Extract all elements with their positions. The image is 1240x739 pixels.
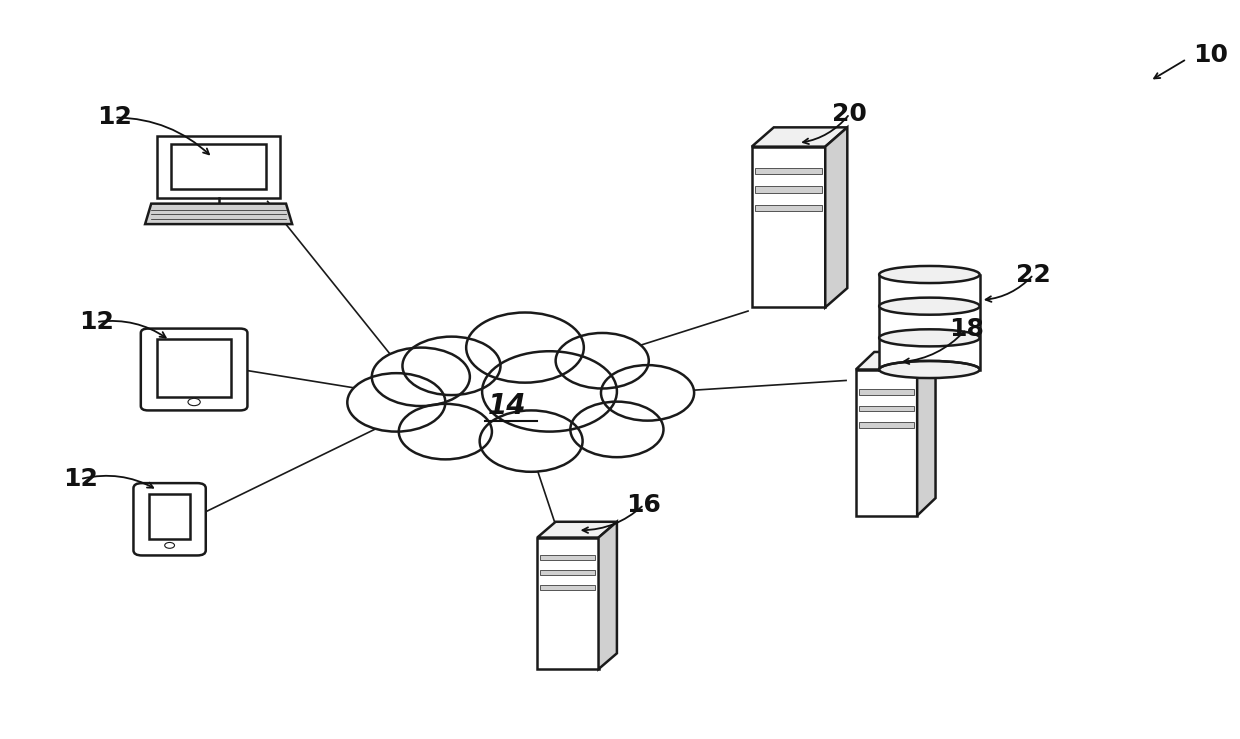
Bar [859,422,914,428]
Polygon shape [751,127,847,146]
Bar [879,306,980,338]
Text: 16: 16 [626,493,661,517]
Text: 18: 18 [949,317,983,341]
Bar [157,136,280,198]
Ellipse shape [879,361,980,378]
Bar [755,205,822,211]
Bar [171,144,267,189]
Circle shape [556,333,649,389]
Circle shape [347,373,445,432]
Bar [879,338,980,370]
FancyBboxPatch shape [134,483,206,556]
Circle shape [399,403,492,460]
Circle shape [466,313,584,383]
Circle shape [482,351,618,432]
Circle shape [601,365,694,420]
Polygon shape [918,352,935,516]
Text: 22: 22 [1017,262,1052,287]
Ellipse shape [879,298,980,315]
Polygon shape [537,522,618,537]
Bar [541,585,595,590]
Polygon shape [856,352,935,370]
Circle shape [372,347,470,406]
Bar [157,338,231,398]
Polygon shape [599,522,618,669]
FancyBboxPatch shape [141,329,248,410]
Bar [859,389,914,395]
Text: 20: 20 [832,102,867,126]
Circle shape [570,402,663,457]
Bar [856,370,918,516]
Bar [537,537,599,669]
Text: 14: 14 [487,392,526,420]
Text: 12: 12 [78,310,114,334]
Circle shape [188,398,200,406]
Bar [751,146,826,307]
Circle shape [165,542,175,548]
Polygon shape [826,127,847,307]
Text: 12: 12 [63,467,98,491]
Bar [149,494,190,539]
Bar [755,168,822,174]
Bar [409,377,629,428]
Polygon shape [145,204,293,224]
Bar [879,274,980,306]
Bar [859,406,914,412]
Bar [541,570,595,576]
Circle shape [403,337,501,395]
Circle shape [480,410,583,471]
Bar [541,555,595,560]
Text: 10: 10 [1193,44,1228,67]
Text: 12: 12 [97,106,131,129]
Ellipse shape [879,330,980,347]
Bar [755,186,822,193]
Ellipse shape [879,266,980,283]
